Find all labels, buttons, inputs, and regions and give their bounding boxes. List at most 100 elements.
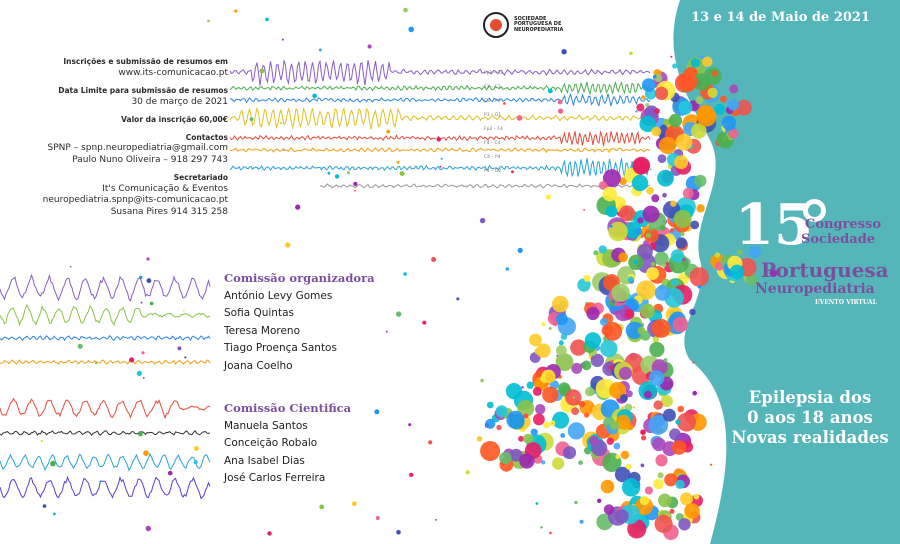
eeg-channel-label: P3 – O1 [484, 112, 501, 118]
confetti-dot [548, 327, 552, 330]
confetti-dot [440, 157, 443, 160]
bubble [640, 303, 655, 319]
confetti-dot [141, 351, 145, 355]
bubble [495, 405, 508, 418]
confetti-dot [353, 181, 358, 186]
confetti-dot [579, 519, 584, 524]
bubble [644, 486, 654, 495]
confetti-dot [640, 463, 645, 468]
bubble [541, 460, 546, 465]
committee-member: José Carlos Ferreira [224, 472, 326, 484]
confetti-dot [633, 260, 638, 265]
confetti-dot [354, 189, 356, 192]
bubble [654, 514, 673, 534]
info-block: Inscrições e submissão de resumos em www.… [20, 56, 228, 218]
confetti-dot [375, 516, 380, 520]
bubble [558, 340, 564, 346]
congress-line-2: Sociedade [801, 232, 876, 247]
bubble [663, 118, 670, 126]
bubble [654, 108, 660, 114]
bubble [485, 418, 496, 429]
bubble [648, 415, 669, 435]
bubble [672, 316, 689, 333]
bubble [638, 381, 658, 401]
confetti-dot [138, 431, 143, 437]
bubble [658, 493, 672, 508]
confetti-dot [50, 460, 56, 467]
confetti-dot [503, 102, 506, 105]
eeg-trace-lightblue [229, 158, 651, 178]
bubble [649, 341, 665, 358]
confetti-dot [327, 171, 331, 175]
bubble [552, 295, 569, 313]
bubble [675, 237, 688, 249]
bubble [657, 472, 664, 479]
confetti-dot [682, 258, 686, 262]
confetti-dot [146, 257, 150, 261]
bubble [635, 227, 643, 235]
bubble [677, 405, 684, 413]
bubble [480, 441, 501, 461]
info-line: 30 de março de 2021 [131, 96, 228, 107]
confetti-dot [396, 160, 400, 164]
confetti-dot [351, 501, 357, 507]
bubble [694, 174, 707, 188]
theme-line-2: 0 aos 18 anos [747, 408, 873, 427]
bubble [677, 72, 698, 92]
bubble [499, 451, 512, 465]
bubble [600, 317, 608, 326]
bubble [689, 308, 696, 316]
info-line: Data Limite para submissão de resumos [58, 86, 228, 95]
bubble [556, 345, 567, 356]
eeg-trace-purple [229, 59, 651, 86]
confetti-dot [641, 435, 647, 441]
eeg-trace-red-lower [0, 397, 211, 420]
bubble [646, 186, 654, 195]
confetti-dot [193, 446, 199, 451]
eeg-trace-gray [319, 183, 651, 189]
confetti-dot [403, 272, 407, 276]
bubble [746, 274, 758, 287]
confetti-dot [139, 275, 143, 280]
committee-member: Sofia Quintas [224, 307, 294, 319]
eeg-trace-green [229, 81, 651, 96]
bubble [586, 306, 600, 320]
confetti-dot [386, 129, 391, 134]
bubble [627, 276, 634, 283]
bubble [625, 390, 633, 398]
bubble [636, 280, 656, 301]
scientific-committee-title: Comissão Cientifica [224, 401, 352, 415]
confetti-dot [77, 343, 83, 349]
bubble [619, 177, 627, 186]
confetti-dot [428, 440, 433, 445]
bubble [729, 84, 739, 94]
confetti-dot [456, 297, 460, 301]
confetti-dot [632, 406, 636, 409]
bubble [615, 414, 631, 430]
bubble [682, 187, 694, 199]
confetti-dot [692, 390, 697, 396]
confetti-dot [285, 242, 291, 248]
congress-line-4: Neuropediatria [755, 281, 875, 297]
bubble [648, 370, 665, 386]
eeg-trace-yellow [229, 106, 651, 130]
confetti-dot [635, 110, 638, 113]
bubble [600, 339, 618, 358]
bubble [608, 221, 628, 242]
committee-member: António Levy Gomes [224, 289, 333, 302]
bubble [618, 366, 632, 380]
bubble [689, 267, 709, 287]
bubble [584, 387, 595, 397]
confetti-dot [621, 406, 624, 409]
bubble [533, 413, 545, 426]
confetti-dot [556, 354, 559, 357]
bubble [678, 518, 691, 531]
bubble [696, 106, 717, 127]
bubble [609, 365, 614, 370]
confetti-dot [295, 204, 301, 210]
bubble [619, 205, 635, 222]
bubble [660, 225, 666, 231]
bubble [614, 466, 631, 483]
bubble [684, 503, 700, 519]
